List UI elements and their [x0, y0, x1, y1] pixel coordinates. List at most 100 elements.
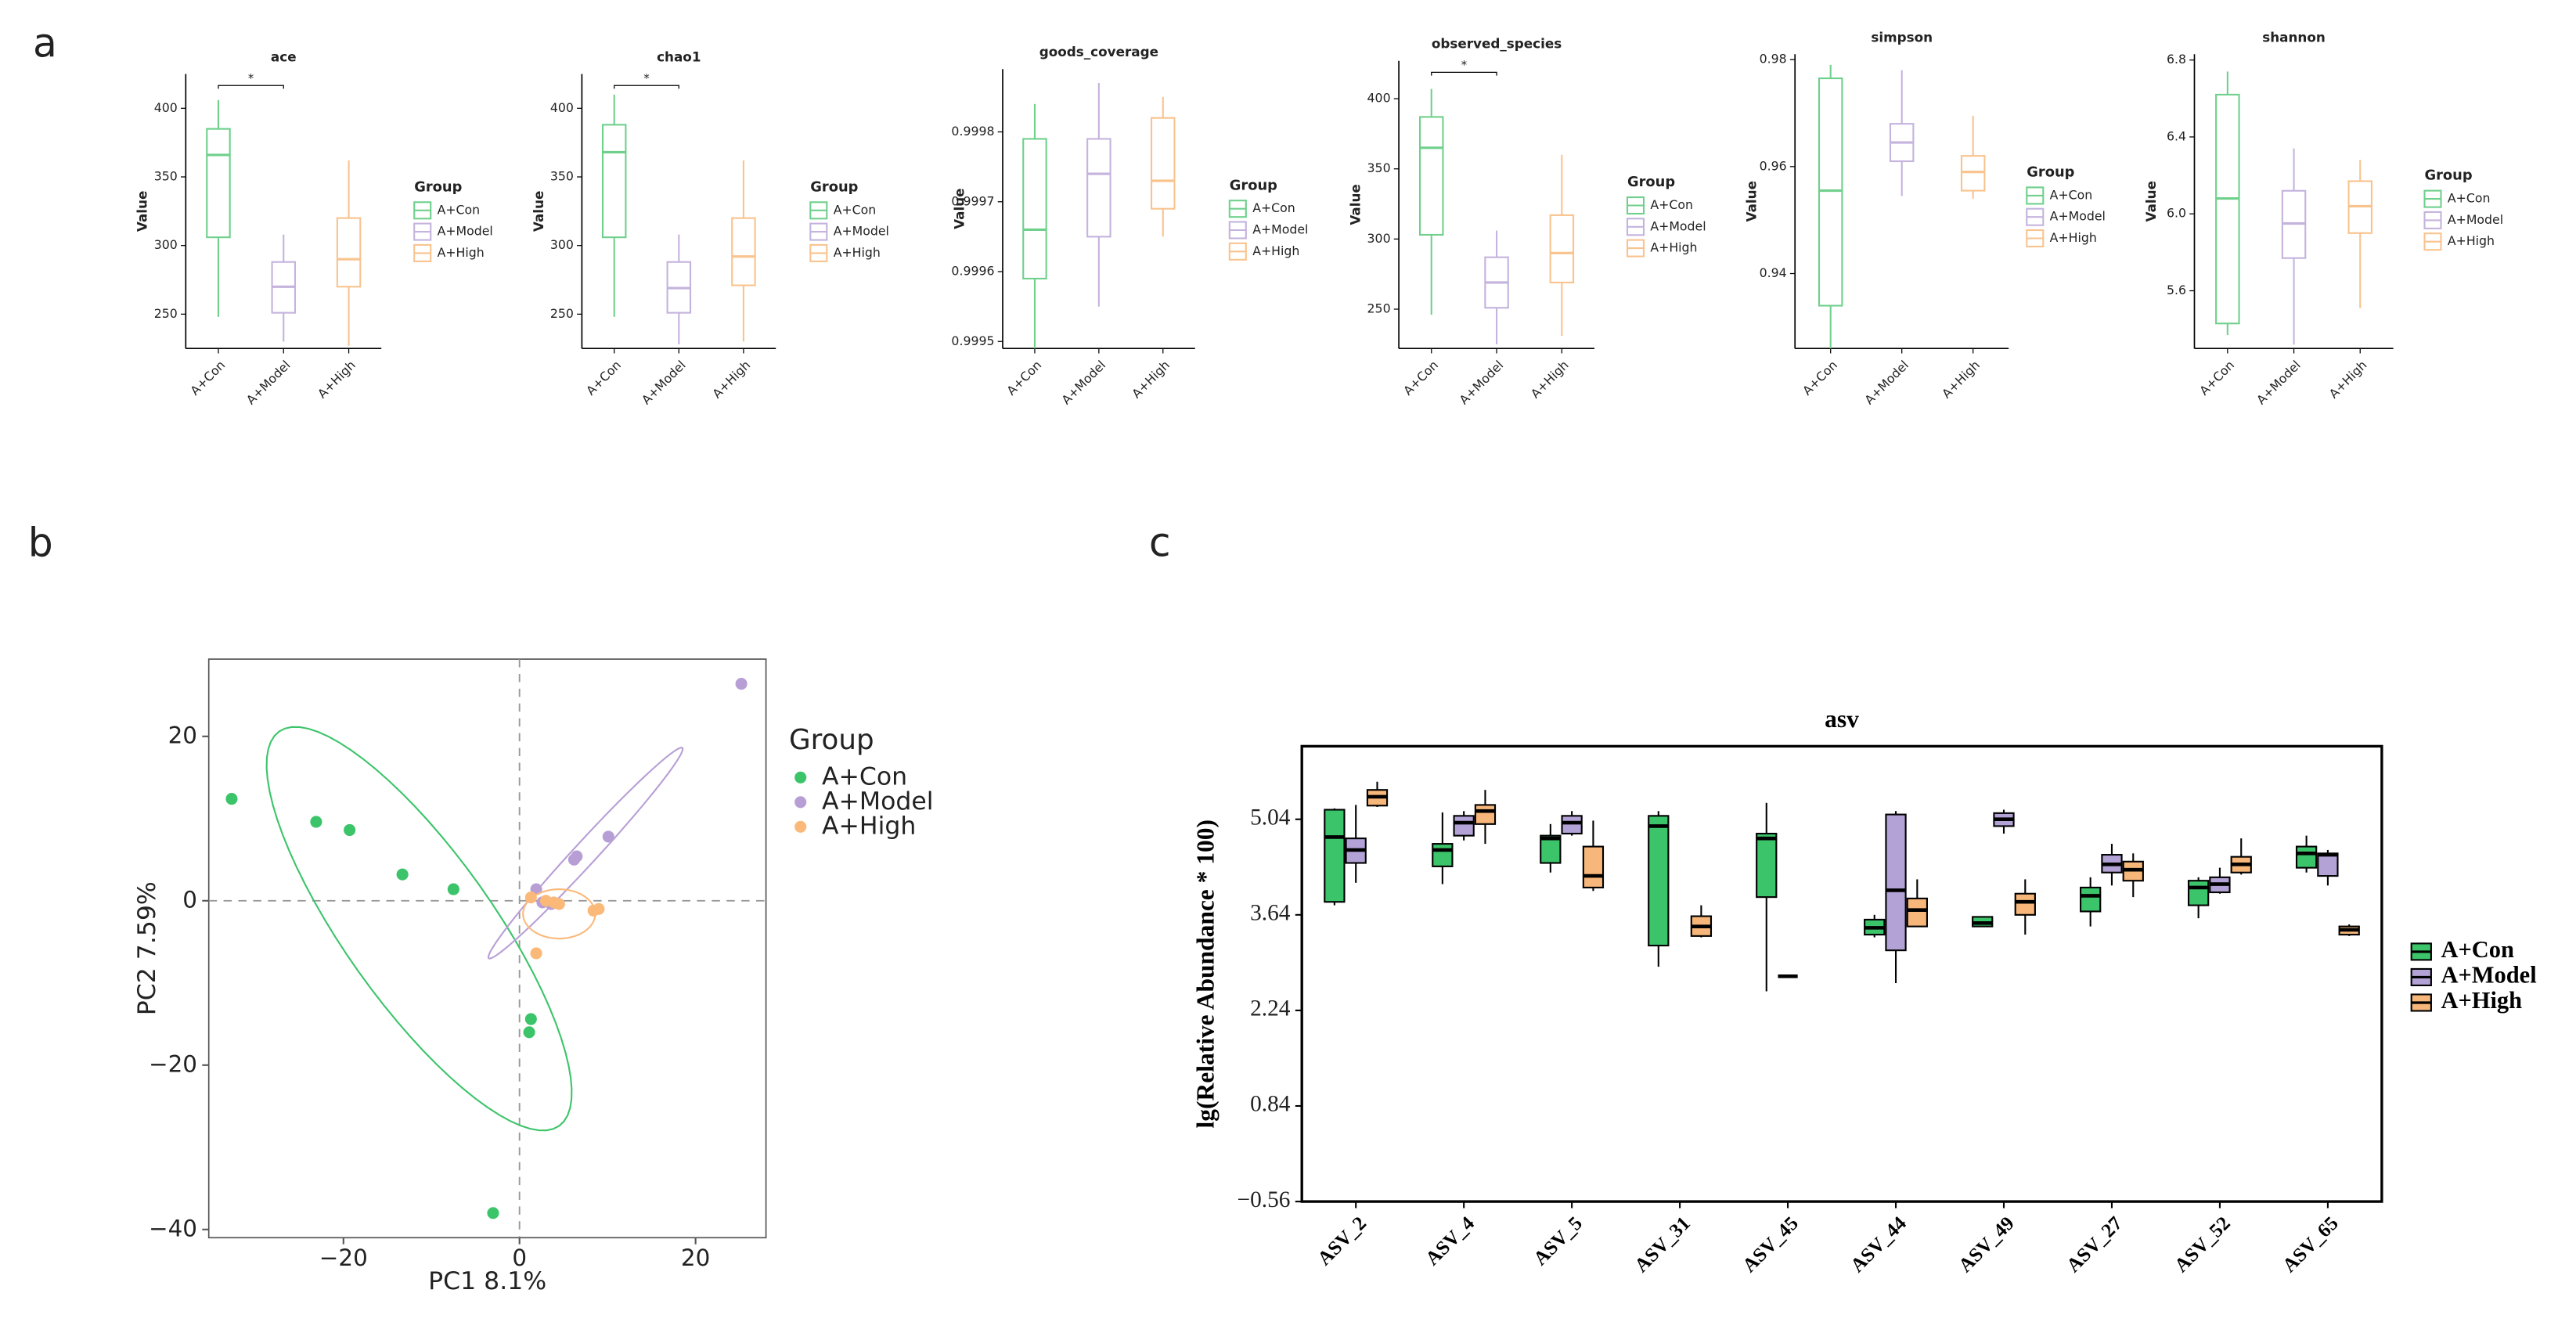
- x-tick-label: −20: [319, 1245, 368, 1271]
- legend-label: A+High: [822, 812, 916, 840]
- legend-key: [794, 771, 807, 783]
- x-tick-label: A+High: [2326, 358, 2370, 402]
- y-axis-label: Value: [2143, 181, 2159, 222]
- y-tick-label: 400: [1367, 91, 1391, 106]
- y-tick-label: 300: [550, 237, 574, 252]
- box: [1549, 214, 1575, 283]
- plot-frame: [207, 658, 767, 1239]
- x-tick-label: ASV_44: [1846, 1212, 1911, 1277]
- y-axis-label: lg(Relative Abundance * 100): [1192, 819, 1220, 1128]
- box: [1324, 809, 1346, 903]
- x-tick-label: A+Con: [1003, 358, 1044, 398]
- x-tick-label: A+High: [1528, 358, 1572, 402]
- y-tick-label: 350: [1367, 160, 1391, 175]
- y-tick-label: 0.98: [1760, 52, 1787, 67]
- box: [336, 217, 362, 288]
- legend-title: Group: [1230, 177, 1277, 193]
- x-tick-label: A+High: [315, 358, 358, 402]
- legend-label: A+High: [1252, 243, 1299, 258]
- significance-label: *: [248, 72, 254, 85]
- x-tick-label: 20: [681, 1245, 710, 1271]
- legend-title: Group: [789, 724, 874, 756]
- confidence-ellipse: [265, 726, 573, 1132]
- legend-label: A+High: [1650, 240, 1697, 255]
- legend-title: Group: [1627, 174, 1675, 190]
- legend-label: A+High: [438, 245, 485, 260]
- box: [1756, 832, 1778, 899]
- box: [2215, 93, 2240, 325]
- y-tick-label: 300: [1367, 231, 1391, 246]
- chart-title: chao1: [657, 49, 701, 64]
- point: [447, 883, 459, 895]
- point: [396, 868, 409, 881]
- x-tick-label: A+Model: [1457, 358, 1507, 408]
- x-axis-label: PC1 8.1%: [428, 1267, 546, 1295]
- legend-label: A+Model: [2050, 209, 2106, 224]
- y-axis-label: Value: [951, 188, 967, 229]
- point: [524, 892, 537, 904]
- box: [2317, 852, 2339, 877]
- box: [1151, 117, 1176, 210]
- y-tick-label: 300: [154, 237, 178, 252]
- box: [1885, 813, 1907, 952]
- y-tick-label: 6.0: [2167, 206, 2186, 221]
- box: [1582, 845, 1605, 888]
- y-tick-label: 5.6: [2167, 283, 2186, 297]
- y-tick-label: 0.9995: [951, 333, 994, 348]
- y-tick-label: 0.84: [1250, 1092, 1291, 1117]
- significance-bracket: [614, 85, 679, 89]
- box: [1906, 897, 1928, 928]
- x-tick-label: A+Con: [187, 358, 228, 398]
- legend-label: A+Model: [438, 224, 493, 239]
- box: [731, 217, 756, 286]
- box: [1419, 116, 1444, 236]
- legend-label: A+High: [834, 245, 881, 260]
- point: [735, 678, 748, 690]
- x-tick-label: A+Model: [243, 358, 294, 408]
- point: [225, 793, 238, 805]
- y-axis-label: Value: [1744, 181, 1760, 222]
- legend-label: A+Model: [2448, 212, 2503, 227]
- box: [206, 128, 231, 239]
- y-tick-label: −0.56: [1238, 1187, 1291, 1212]
- y-axis-label: Value: [1348, 184, 1364, 225]
- box: [1022, 138, 1047, 279]
- x-tick-label: ASV_45: [1738, 1213, 1802, 1277]
- box: [1960, 155, 1986, 192]
- legend-label: A+High: [2050, 230, 2097, 245]
- plot-frame: [1300, 744, 2383, 1203]
- x-tick-label: ASV_31: [1630, 1213, 1694, 1277]
- box: [2014, 892, 2036, 916]
- legend-label: A+Con: [1252, 200, 1295, 215]
- y-tick-label: 20: [168, 722, 197, 748]
- legend-label: A+Con: [834, 202, 877, 217]
- x-tick-label: 0: [512, 1245, 527, 1271]
- significance-bracket: [218, 85, 284, 89]
- significance-bracket: [1431, 71, 1497, 76]
- box: [1561, 815, 1583, 835]
- y-tick-label: 0.9996: [951, 264, 994, 279]
- legend-title: Group: [414, 178, 462, 195]
- y-tick-label: 350: [550, 169, 574, 184]
- box: [1648, 815, 1670, 947]
- legend-label: A+High: [2448, 233, 2495, 248]
- y-tick-label: 250: [550, 306, 574, 321]
- legend-label: A+Con: [438, 202, 481, 217]
- legend-label: A+Model: [2441, 961, 2536, 988]
- legend-label: A+Con: [2050, 187, 2093, 202]
- y-tick-label: 2.24: [1250, 996, 1291, 1021]
- y-tick-label: 0.9998: [951, 124, 994, 139]
- panel-label: c: [1149, 520, 1171, 566]
- x-tick-label: ASV_4: [1421, 1212, 1479, 1270]
- legend-key: [794, 796, 807, 809]
- x-tick-label: ASV_52: [2171, 1213, 2234, 1277]
- chart-title: shannon: [2262, 29, 2326, 45]
- y-tick-label: −40: [149, 1215, 197, 1241]
- legend-label: A+Model: [1650, 218, 1706, 233]
- legend-label: A+Con: [822, 762, 907, 791]
- box: [1432, 843, 1454, 867]
- point: [524, 1013, 537, 1025]
- x-tick-label: A+Model: [1861, 358, 1911, 408]
- box: [1086, 138, 1111, 238]
- y-axis-label: Value: [531, 191, 546, 232]
